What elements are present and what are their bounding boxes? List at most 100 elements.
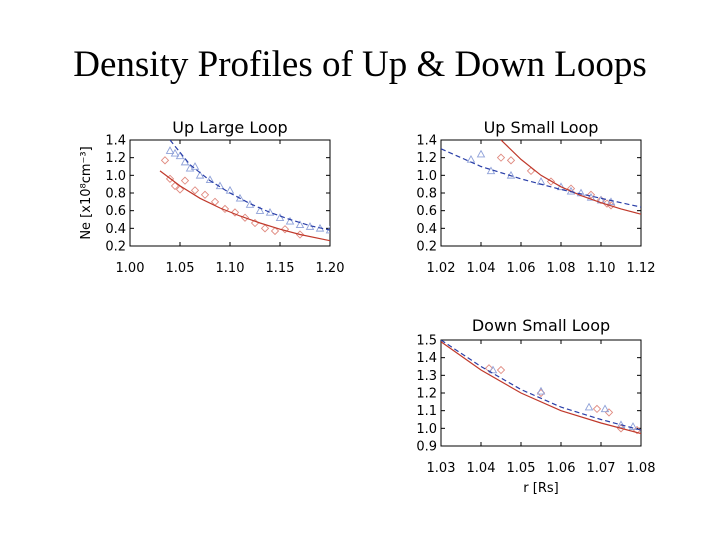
up-large-observed-red-point bbox=[160, 156, 170, 165]
up-large-ytick-label: 1.4 bbox=[105, 134, 126, 149]
down-small-ytick-label: 1.0 bbox=[416, 422, 437, 437]
up-small-observed-red-point bbox=[496, 153, 506, 162]
up-small-chart: Up Small Loop 0.2 0.4 0.6 0.8 1.0 1.2 1.4 1.02 1.… bbox=[416, 118, 655, 276]
down-small-observed-blue-point bbox=[584, 402, 594, 411]
up-small-ytick-label: 0.4 bbox=[416, 222, 437, 237]
up-small-xtick-label: 1.08 bbox=[547, 261, 576, 276]
down-small-fit-blue-line bbox=[441, 340, 641, 431]
up-small-observed-red-point bbox=[506, 156, 516, 165]
up-large-observed-blue-point bbox=[195, 170, 205, 179]
up-large-chart: Up Large Loop 0.2 0.4 0.6 0.8 1.0 1.2 1.4 1.00 1.… bbox=[79, 118, 344, 276]
up-small-ytick-label: 1.4 bbox=[416, 134, 437, 149]
up-small-ytick-label: 1.2 bbox=[416, 151, 437, 166]
up-small-ytick-label: 0.8 bbox=[416, 187, 437, 202]
up-small-xtick-label: 1.02 bbox=[427, 261, 456, 276]
down-small-ytick-label: 1.4 bbox=[416, 351, 437, 366]
up-small-plot-area bbox=[441, 140, 641, 215]
up-small-xtick-label: 1.04 bbox=[467, 261, 496, 276]
down-small-ytick-label: 1.2 bbox=[416, 387, 437, 402]
up-large-fit-red-line bbox=[159, 170, 330, 242]
down-small-xtick-label: 1.04 bbox=[467, 461, 496, 476]
down-small-xtick-label: 1.06 bbox=[547, 461, 576, 476]
up-large-observed-blue-point bbox=[265, 208, 275, 216]
up-large-xtick-label: 1.10 bbox=[216, 261, 245, 276]
up-large-observed-red-point bbox=[175, 185, 185, 194]
up-large-observed-blue-point bbox=[190, 162, 200, 170]
down-small-ytick-label: 1.3 bbox=[416, 369, 437, 384]
up-large-observed-blue-point bbox=[180, 157, 190, 166]
down-small-observed-blue-point bbox=[600, 404, 610, 413]
up-large-observed-red-point bbox=[260, 224, 270, 233]
up-large-ytick-label: 0.2 bbox=[105, 240, 126, 255]
up-large-title: Up Large Loop bbox=[172, 118, 287, 137]
up-large-observed-red-point bbox=[270, 226, 280, 236]
up-small-ytick-label: 0.6 bbox=[416, 204, 437, 219]
down-small-xtick-label: 1.07 bbox=[587, 461, 616, 476]
up-large-observed-red-point bbox=[280, 225, 290, 234]
up-large-observed-blue-point bbox=[225, 185, 235, 194]
up-large-observed-blue-point bbox=[205, 175, 215, 184]
up-large-observed-red-point bbox=[200, 190, 210, 199]
up-large-ytick-label: 1.0 bbox=[105, 169, 126, 184]
up-small-observed-blue-point bbox=[476, 149, 486, 158]
down-small-xtick-label: 1.03 bbox=[427, 461, 456, 476]
up-large-xtick-label: 1.20 bbox=[316, 261, 345, 276]
down-small-plot-area bbox=[441, 340, 641, 435]
down-small-xtick-label: 1.05 bbox=[507, 461, 536, 476]
up-large-observed-blue-point bbox=[165, 146, 175, 154]
up-large-ylabel: Ne [x10⁸cm⁻³] bbox=[79, 146, 94, 239]
up-small-observed-red-point bbox=[526, 166, 536, 176]
down-small-observed-red-point bbox=[604, 408, 614, 417]
down-small-title: Down Small Loop bbox=[472, 316, 610, 335]
up-small-observed-blue-point bbox=[466, 155, 476, 163]
up-large-observed-blue-point bbox=[185, 163, 195, 172]
down-small-chart: Down Small Loop 0.9 1.0 1.1 1.2 1.3 1.4 1.5 1.03… bbox=[416, 316, 655, 496]
up-small-observed-blue-point bbox=[586, 192, 596, 201]
up-small-observed-blue-point bbox=[536, 177, 546, 185]
up-small-xtick-label: 1.12 bbox=[627, 261, 656, 276]
up-small-xtick-label: 1.10 bbox=[587, 261, 616, 276]
up-large-observed-red-point bbox=[230, 208, 240, 217]
up-large-observed-blue-point bbox=[285, 216, 295, 225]
down-small-observed-blue-point bbox=[536, 386, 546, 395]
up-large-observed-red-point bbox=[165, 174, 175, 184]
down-small-ytick-label: 1.5 bbox=[416, 334, 437, 349]
up-large-observed-red-point bbox=[190, 186, 200, 195]
up-large-ytick-label: 1.2 bbox=[105, 151, 126, 166]
up-large-observed-red-point bbox=[220, 204, 230, 214]
up-large-xtick-label: 1.05 bbox=[166, 261, 195, 276]
up-large-observed-red-point bbox=[180, 176, 190, 185]
up-small-fit-blue-line bbox=[441, 148, 641, 208]
down-small-xtick-label: 1.08 bbox=[627, 461, 656, 476]
up-large-observed-blue-point bbox=[175, 151, 185, 160]
down-small-ytick-label: 1.1 bbox=[416, 404, 437, 419]
up-large-ytick-label: 0.6 bbox=[105, 204, 126, 219]
up-large-observed-blue-point bbox=[255, 206, 265, 214]
down-small-observed-blue-point bbox=[616, 420, 626, 429]
down-small-axes-box bbox=[440, 339, 642, 447]
down-small-xlabel: r [Rs] bbox=[523, 481, 558, 496]
down-small-observed-blue-point bbox=[488, 365, 498, 374]
up-large-ytick-label: 0.4 bbox=[105, 222, 126, 237]
up-large-fit-blue-line bbox=[169, 140, 330, 231]
up-small-observed-red-point bbox=[586, 190, 596, 199]
down-small-fit-red-line bbox=[441, 341, 641, 435]
up-large-plot-area bbox=[159, 140, 330, 242]
down-small-observed-red-point bbox=[592, 404, 602, 414]
up-large-xtick-label: 1.15 bbox=[266, 261, 295, 276]
down-small-observed-red-point bbox=[496, 365, 506, 375]
up-small-xtick-label: 1.06 bbox=[507, 261, 536, 276]
up-large-observed-blue-point bbox=[275, 213, 285, 221]
up-small-ytick-label: 0.2 bbox=[416, 240, 437, 255]
down-small-ytick-label: 0.9 bbox=[416, 440, 437, 455]
up-large-ytick-label: 0.8 bbox=[105, 187, 126, 202]
down-small-observed-blue-point bbox=[628, 422, 638, 430]
up-small-title: Up Small Loop bbox=[484, 118, 599, 137]
up-large-observed-red-point bbox=[170, 181, 180, 191]
up-large-xtick-label: 1.00 bbox=[116, 261, 145, 276]
up-large-observed-blue-point bbox=[170, 148, 180, 157]
slide-title: Density Profiles of Up & Down Loops bbox=[73, 44, 647, 85]
up-large-observed-blue-point bbox=[295, 220, 305, 229]
up-small-ytick-label: 1.0 bbox=[416, 169, 437, 184]
